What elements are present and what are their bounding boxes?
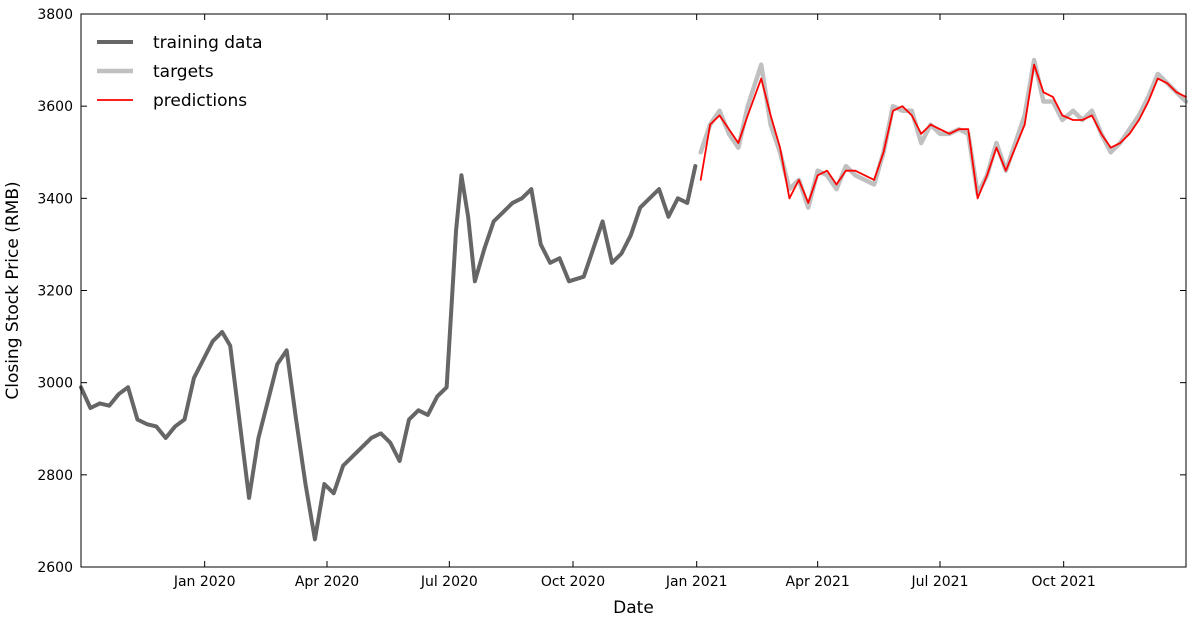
x-tick-label: Oct 2020 [541, 574, 605, 590]
x-tick-label: Oct 2021 [1032, 574, 1096, 590]
y-tick-label: 3200 [37, 284, 73, 300]
series-line-training-data [79, 164, 698, 542]
x-tick-label: Jan 2021 [665, 574, 728, 590]
legend: training data targets predictions [97, 33, 263, 111]
x-tick-label: Apr 2020 [295, 574, 359, 590]
x-tick-label: Jul 2020 [420, 574, 478, 590]
y-tick-label: 2800 [37, 468, 73, 484]
y-tick-label: 3400 [37, 191, 73, 207]
legend-label-training-data: training data [153, 33, 263, 53]
ticks-layer: 2600 2800 3000 3200 3400 3600 3800 Jan 2020 Apr … [37, 7, 1186, 590]
x-tick-label: Jan 2020 [173, 574, 236, 590]
series-line-predictions [699, 63, 1187, 204]
y-tick-label: 3600 [37, 99, 73, 115]
x-tick-label: Apr 2021 [786, 574, 850, 590]
y-tick-label: 2600 [37, 560, 73, 576]
legend-label-predictions: predictions [153, 91, 247, 111]
x-tick-label: Jul 2021 [911, 574, 969, 590]
legend-label-targets: targets [153, 62, 214, 82]
y-axis-title: Closing Stock Price (RMB) [3, 181, 23, 399]
x-axis-title: Date [613, 598, 654, 618]
series-layer [79, 57, 1189, 542]
y-tick-label: 3000 [37, 376, 73, 392]
y-tick-label: 3800 [37, 7, 73, 23]
